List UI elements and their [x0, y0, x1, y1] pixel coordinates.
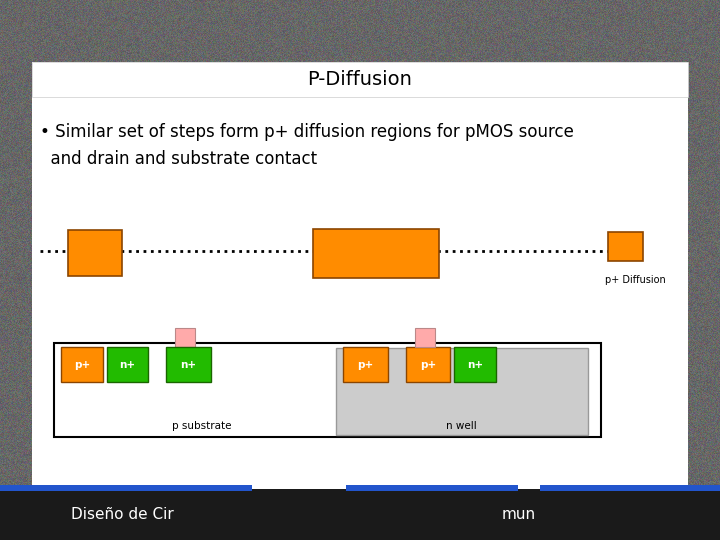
Bar [68, 231, 122, 276]
Text: n+: n+ [181, 360, 197, 370]
Bar [415, 328, 435, 347]
Bar [608, 232, 643, 261]
Text: Diseño de Cir: Diseño de Cir [71, 507, 174, 522]
Text: n well: n well [446, 421, 477, 430]
Text: p substrate: p substrate [172, 421, 232, 430]
Bar [54, 343, 601, 437]
Text: p+: p+ [357, 360, 374, 370]
Bar [166, 347, 211, 382]
Bar [336, 348, 588, 435]
Text: n+: n+ [467, 360, 483, 370]
Bar [313, 229, 439, 278]
Text: p+: p+ [420, 360, 436, 370]
Bar [32, 62, 688, 97]
Bar [175, 328, 195, 347]
Text: mun: mun [501, 507, 536, 522]
Bar [0, 485, 252, 491]
Bar [346, 485, 518, 491]
Bar [0, 489, 720, 540]
Text: n+: n+ [120, 360, 135, 370]
Bar [343, 347, 387, 382]
Bar [107, 347, 148, 382]
Text: p+: p+ [74, 360, 90, 370]
Bar [405, 347, 450, 382]
Bar [61, 347, 103, 382]
Bar [454, 347, 495, 382]
Text: P-Diffusion: P-Diffusion [307, 70, 413, 89]
Bar [32, 62, 688, 489]
Text: and drain and substrate contact: and drain and substrate contact [40, 150, 317, 168]
Bar [540, 485, 720, 491]
Text: • Similar set of steps form p+ diffusion regions for pMOS source: • Similar set of steps form p+ diffusion… [40, 123, 573, 141]
Text: p+ Diffusion: p+ Diffusion [605, 275, 665, 285]
